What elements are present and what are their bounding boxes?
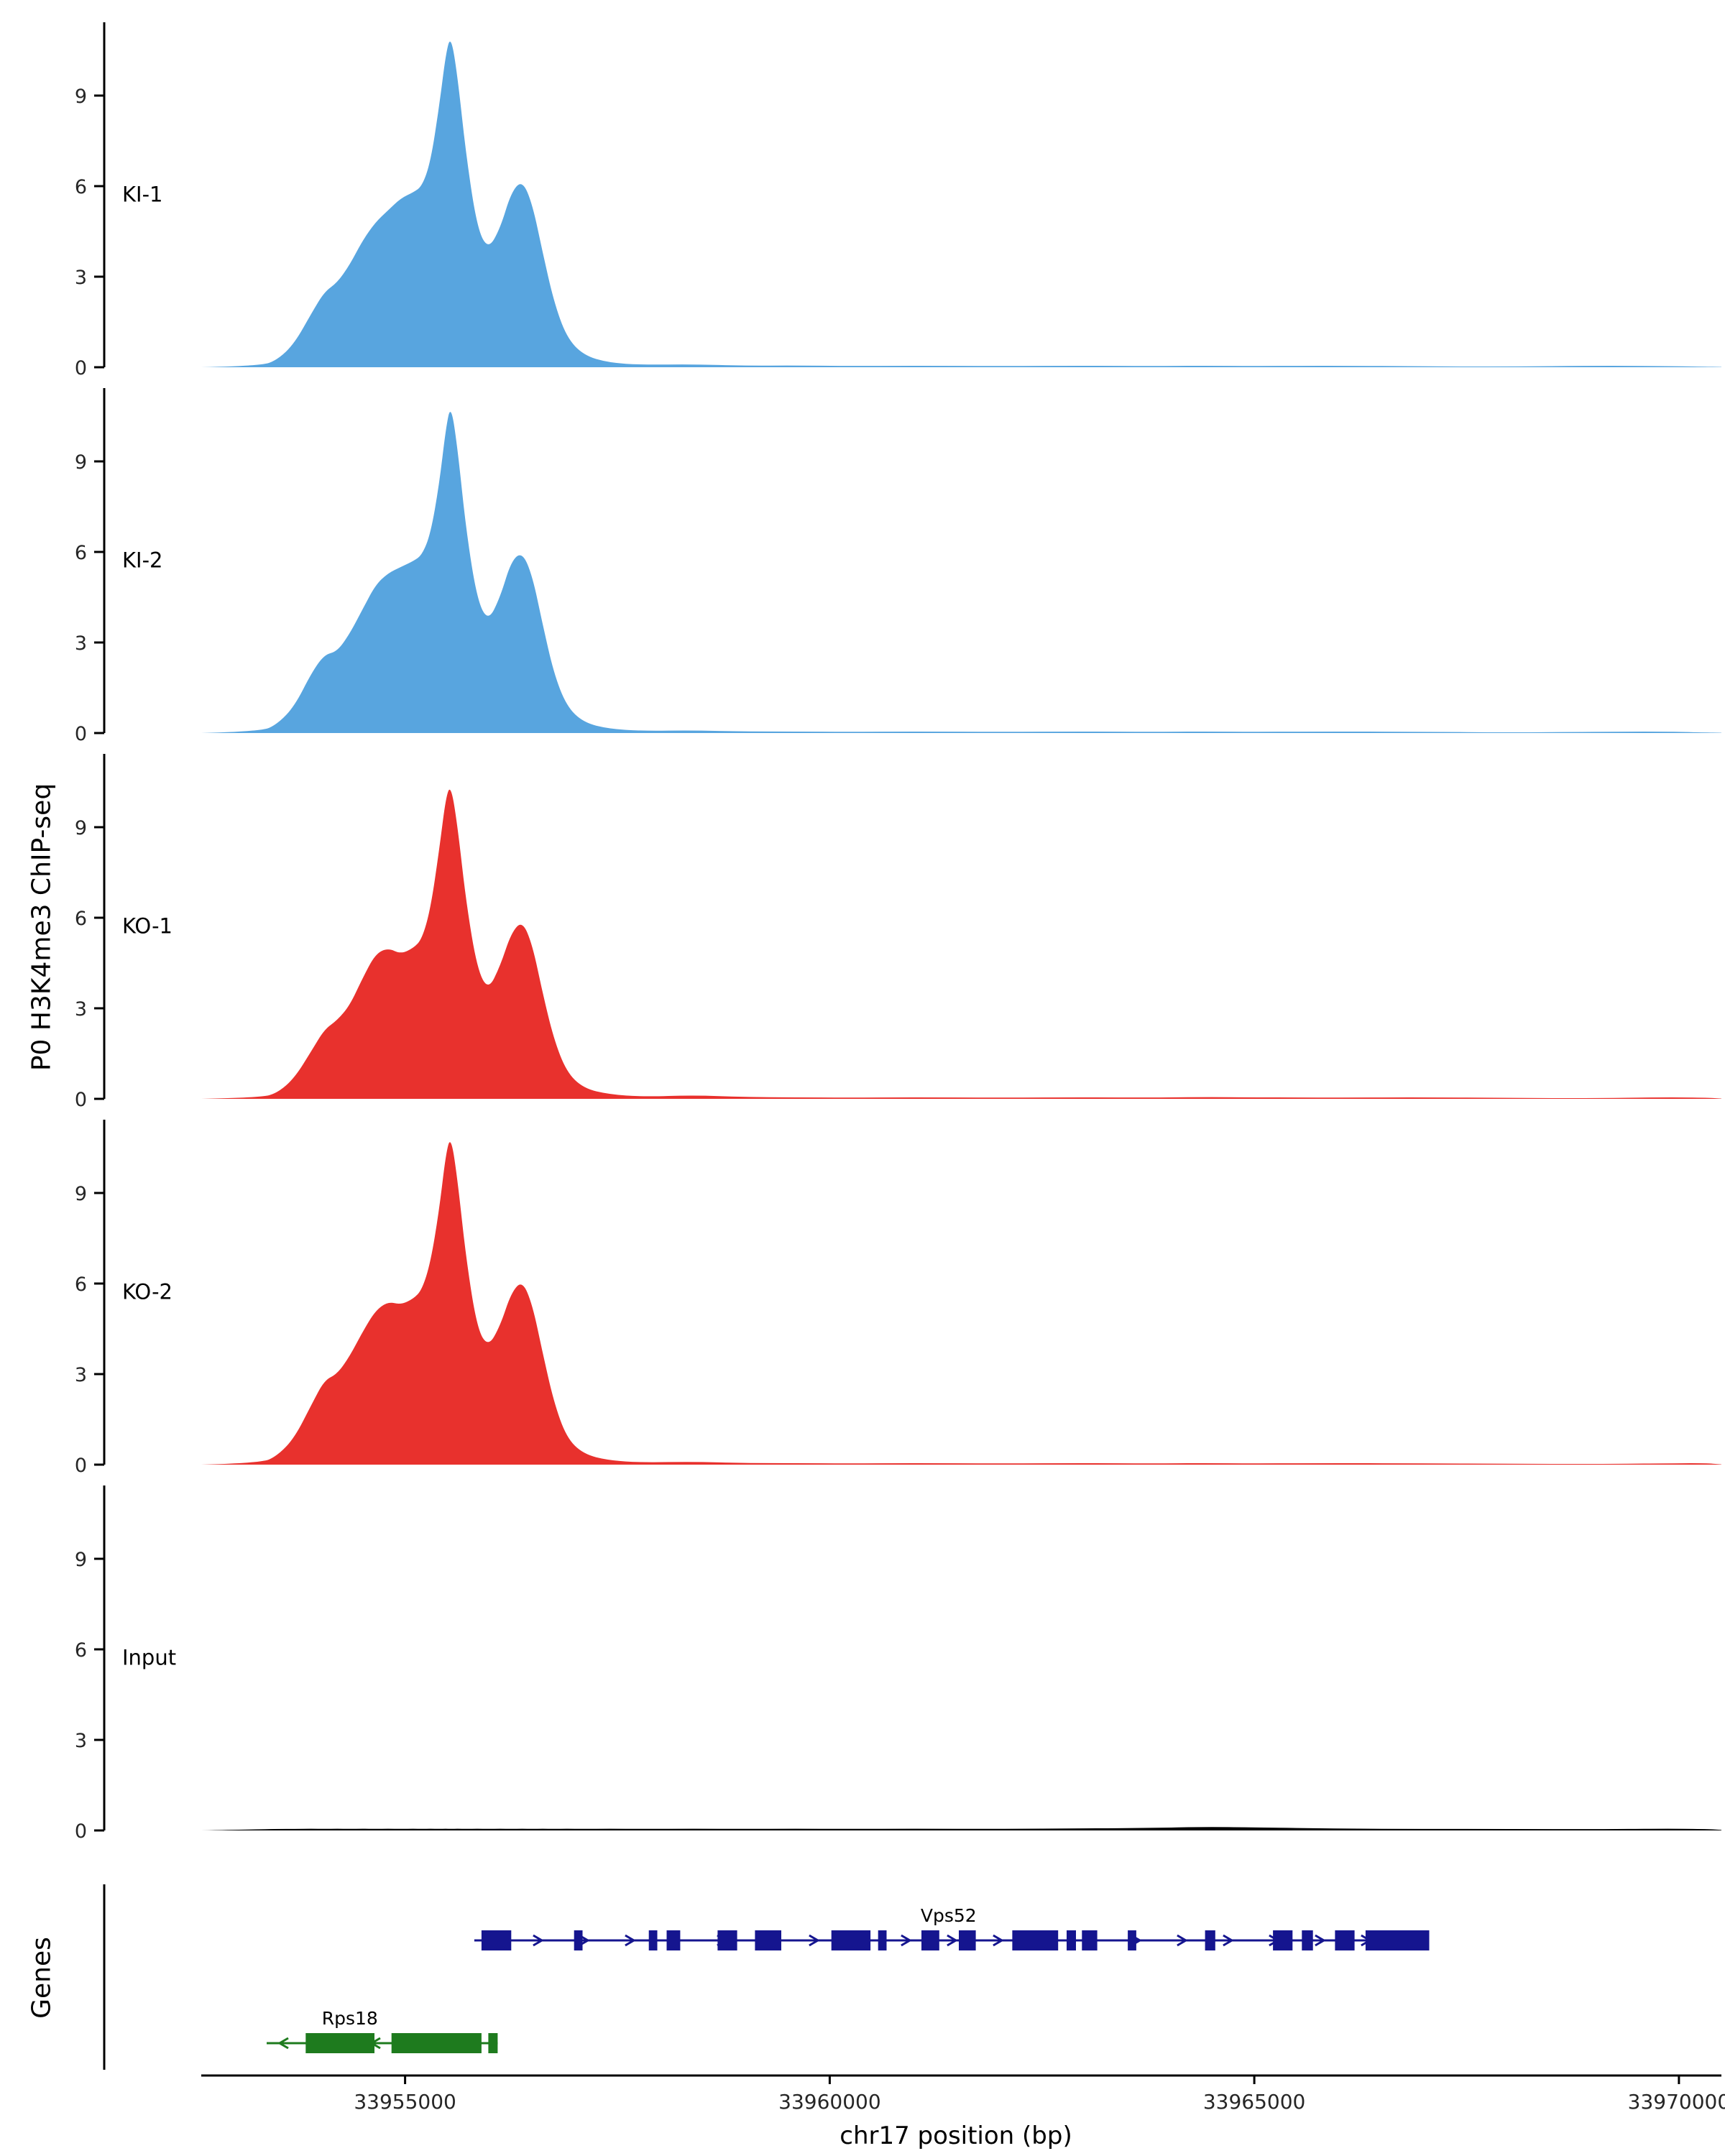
y-tick-label: 6 bbox=[75, 908, 87, 930]
y-tick-label: 6 bbox=[75, 542, 87, 564]
track-label-KI-1: KI-1 bbox=[122, 183, 163, 207]
y-tick-label: 3 bbox=[75, 267, 87, 289]
y-tick-label: 0 bbox=[75, 1089, 87, 1111]
gene-label-Rps18: Rps18 bbox=[322, 2008, 378, 2029]
strand-arrow-icon bbox=[533, 1934, 544, 1947]
track-panel-KI-2: 0 3 6 9 KI-2 bbox=[75, 388, 1721, 745]
track-label-KI-2: KI-2 bbox=[122, 548, 163, 573]
track-label-Input: Input bbox=[122, 1646, 176, 1670]
track-panel-KO-1: 0 3 6 9 KO-1 bbox=[75, 754, 1721, 1111]
exon-box bbox=[1082, 1930, 1098, 1950]
exon-box bbox=[488, 2033, 498, 2053]
exon-box bbox=[305, 2033, 374, 2053]
x-tick-label: 33955000 bbox=[354, 2090, 456, 2114]
x-tick-label: 33960000 bbox=[778, 2090, 881, 2114]
strand-arrow-icon bbox=[901, 1934, 912, 1947]
signal-area-KO-1 bbox=[201, 789, 1721, 1099]
exon-box bbox=[1273, 1930, 1293, 1950]
y-tick-label: 3 bbox=[75, 1364, 87, 1386]
y-tick-label: 9 bbox=[75, 1183, 87, 1205]
signal-area-KI-1 bbox=[201, 41, 1721, 367]
strand-arrow-icon bbox=[277, 2037, 289, 2050]
x-tick-label: 33965000 bbox=[1203, 2090, 1306, 2114]
exon-box bbox=[574, 1930, 583, 1950]
strand-arrow-icon bbox=[1315, 1934, 1326, 1947]
y-tick-label: 9 bbox=[75, 1549, 87, 1571]
y-tick-label: 0 bbox=[75, 723, 87, 745]
y-tick-label: 3 bbox=[75, 998, 87, 1021]
strand-arrow-icon bbox=[947, 1934, 958, 1947]
y-tick-label: 9 bbox=[75, 86, 87, 108]
strand-arrow-icon bbox=[1223, 1934, 1234, 1947]
exon-box bbox=[717, 1930, 737, 1950]
y-tick-label: 3 bbox=[75, 632, 87, 655]
strand-arrow-icon bbox=[809, 1934, 820, 1947]
track-label-KO-2: KO-2 bbox=[122, 1280, 172, 1304]
signal-area-KI-2 bbox=[201, 412, 1721, 733]
y-tick-label: 9 bbox=[75, 817, 87, 839]
y-tick-label: 6 bbox=[75, 1639, 87, 1662]
x-axis-title: chr17 position (bp) bbox=[840, 2122, 1072, 2150]
y-tick-label: 6 bbox=[75, 176, 87, 198]
gene-Vps52: Vps52 bbox=[474, 1905, 1430, 1950]
y-tick-label: 3 bbox=[75, 1730, 87, 1752]
genes-panel: Vps52 Rps18 bbox=[103, 1884, 1430, 2070]
exon-box bbox=[959, 1930, 976, 1950]
exon-box bbox=[1302, 1930, 1313, 1950]
exon-box bbox=[921, 1930, 939, 1950]
strand-arrow-icon bbox=[993, 1934, 1004, 1947]
exon-box bbox=[1012, 1930, 1059, 1950]
exon-box bbox=[831, 1930, 871, 1950]
y-tick-label: 0 bbox=[75, 1820, 87, 1843]
exon-box bbox=[648, 1930, 658, 1950]
exon-box bbox=[481, 1930, 512, 1950]
y-tick-label: 6 bbox=[75, 1273, 87, 1296]
track-panel-Input: 0 3 6 9 Input bbox=[75, 1485, 1721, 1843]
y-tick-label: 9 bbox=[75, 451, 87, 474]
exon-box bbox=[1067, 1930, 1076, 1950]
exon-box bbox=[1128, 1930, 1136, 1950]
exon-box bbox=[1205, 1930, 1215, 1950]
exon-box bbox=[755, 1930, 781, 1950]
x-axis: 33955000 33960000 33965000 33970000 bbox=[201, 2074, 1725, 2114]
x-tick-label: 33970000 bbox=[1628, 2090, 1725, 2114]
track-panel-KI-1: 0 3 6 9 KI-1 bbox=[75, 22, 1721, 379]
y-tick-label: 0 bbox=[75, 1455, 87, 1477]
signal-area-Input bbox=[201, 1827, 1721, 1830]
exon-box bbox=[1335, 1930, 1355, 1950]
exon-box bbox=[1365, 1930, 1430, 1950]
exon-box bbox=[666, 1930, 681, 1950]
gene-Rps18: Rps18 bbox=[267, 2008, 498, 2053]
gene-label-Vps52: Vps52 bbox=[921, 1905, 977, 1926]
track-panel-KO-2: 0 3 6 9 KO-2 bbox=[75, 1120, 1721, 1477]
signal-area-KO-2 bbox=[201, 1142, 1721, 1465]
strand-arrow-icon bbox=[625, 1934, 636, 1947]
strand-arrow-icon bbox=[1177, 1934, 1188, 1947]
track-label-KO-1: KO-1 bbox=[122, 914, 172, 939]
exon-box bbox=[878, 1930, 887, 1950]
y-tick-label: 0 bbox=[75, 357, 87, 379]
exon-box bbox=[391, 2033, 482, 2053]
